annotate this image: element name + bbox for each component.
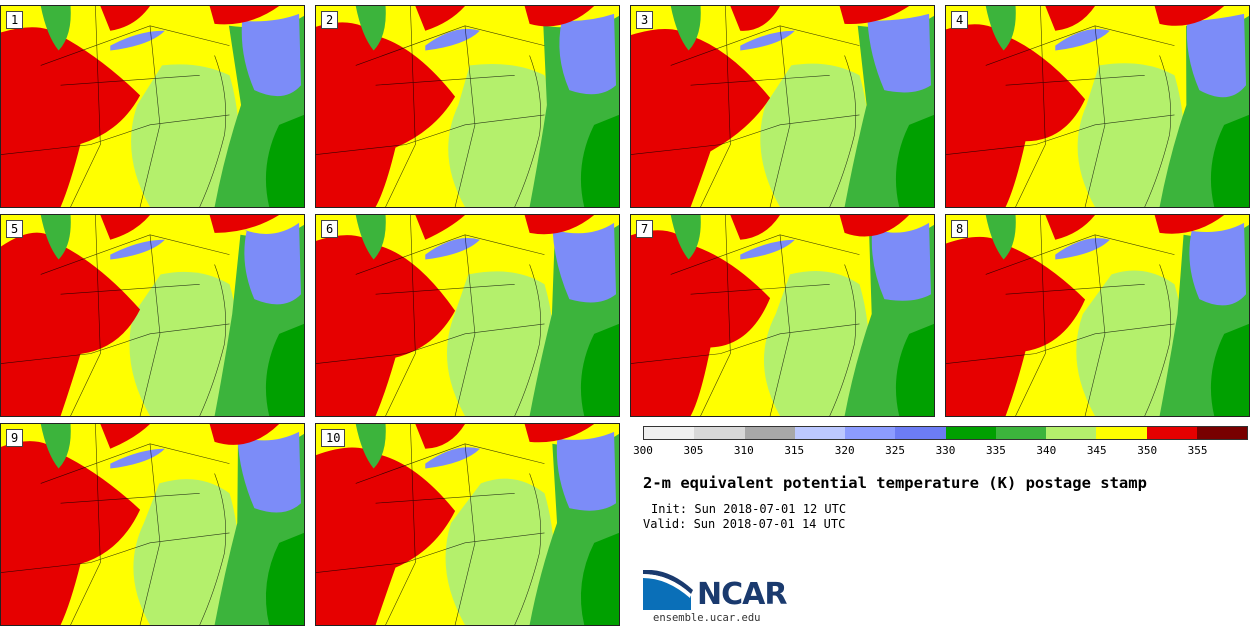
colorbar-segment (845, 427, 896, 439)
member-map (1, 6, 304, 207)
colorbar-tick-label: 355 (1187, 444, 1208, 457)
colorbar-tick-label: 335 (985, 444, 1006, 457)
member-map (946, 215, 1249, 416)
colorbar-tick-label: 310 (733, 444, 754, 457)
colorbar-segment (1046, 427, 1097, 439)
colorbar-tick-label: 305 (683, 444, 704, 457)
ensemble-url[interactable]: ensemble.ucar.edu (653, 612, 761, 624)
member-number: 7 (636, 220, 654, 238)
colorbar-segment (744, 427, 795, 439)
colorbar-segment (644, 427, 695, 439)
colorbar-tick-label: 330 (935, 444, 956, 457)
ensemble-member-panel: 4 (945, 5, 1250, 208)
colorbar-segment (1196, 427, 1247, 439)
ensemble-member-panel: 2 (315, 5, 620, 208)
member-number: 9 (6, 429, 24, 447)
member-number: 1 (6, 11, 24, 29)
ensemble-member-panel: 1 (0, 5, 305, 208)
member-map (316, 6, 619, 207)
member-map (316, 215, 619, 416)
colorbar-tick-label: 325 (885, 444, 906, 457)
colorbar-segment (794, 427, 845, 439)
member-map (946, 6, 1249, 207)
colorbar-tick-label: 315 (784, 444, 805, 457)
member-number: 3 (636, 11, 654, 29)
member-number: 6 (321, 220, 339, 238)
ncar-logo-icon (643, 570, 693, 610)
member-map (1, 424, 304, 625)
ensemble-member-panel: 3 (630, 5, 935, 208)
colorbar-tick-label: 350 (1137, 444, 1158, 457)
colorbar-tick-label: 345 (1086, 444, 1107, 457)
colorbar-segment (995, 427, 1046, 439)
ensemble-member-panel: 10 (315, 423, 620, 626)
colorbar-tick-label: 320 (834, 444, 855, 457)
member-number: 5 (6, 220, 24, 238)
colorbar-segment (694, 427, 745, 439)
member-number: 8 (951, 220, 969, 238)
valid-time: Valid: Sun 2018-07-01 14 UTC (643, 517, 846, 531)
colorbar-segment (1146, 427, 1197, 439)
colorbar-segment (945, 427, 996, 439)
member-map (631, 6, 934, 207)
member-number: 4 (951, 11, 969, 29)
ensemble-member-panel: 6 (315, 214, 620, 417)
colorbar-segment (895, 427, 946, 439)
ensemble-member-panel: 8 (945, 214, 1250, 417)
colorbar-tick-label: 340 (1036, 444, 1057, 457)
ensemble-member-panel: 9 (0, 423, 305, 626)
member-number: 10 (321, 429, 346, 447)
member-map (316, 424, 619, 625)
ensemble-member-panel: 7 (630, 214, 935, 417)
colorbar-ticks: 300 305 310 315 320 325 330 335 340 345 350 355 (633, 444, 1248, 458)
ncar-logo-text: NCAR (697, 577, 787, 612)
member-map (1, 215, 304, 416)
member-number: 2 (321, 11, 339, 29)
colorbar-segment (1096, 427, 1147, 439)
member-map (631, 215, 934, 416)
colorbar (643, 426, 1248, 440)
ensemble-member-panel: 5 (0, 214, 305, 417)
colorbar-tick-label: 300 (633, 444, 653, 457)
init-time: Init: Sun 2018-07-01 12 UTC (651, 502, 847, 516)
plot-title: 2-m equivalent potential temperature (K)… (643, 474, 1147, 492)
